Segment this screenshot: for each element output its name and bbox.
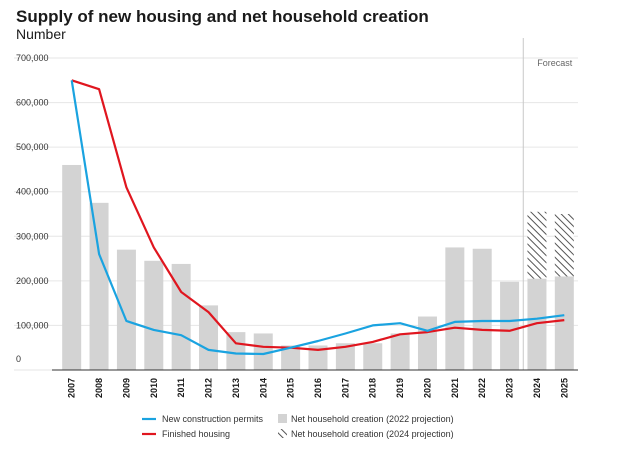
x-tick-label: 2014 — [258, 378, 268, 398]
finished-housing-line — [71, 79, 565, 351]
bar-2022-projection — [199, 305, 219, 370]
x-tick-label: 2011 — [176, 378, 186, 398]
legend-label: New construction permits — [162, 414, 264, 424]
bar-2024-projection — [527, 211, 547, 279]
bar-2022-projection — [116, 249, 136, 370]
x-tick-label: 2021 — [450, 378, 460, 398]
bar-2022-projection — [171, 263, 191, 370]
bars-layer — [62, 164, 574, 370]
bar-2022-projection — [417, 316, 437, 370]
bar-2022-projection — [281, 345, 301, 370]
y-tick-label: 300,000 — [16, 231, 49, 241]
legend-label: Net household creation (2022 projection) — [291, 414, 454, 424]
y-tick-label: 500,000 — [16, 142, 49, 152]
y-tick-label: 200,000 — [16, 276, 49, 286]
y-tick-label: 400,000 — [16, 187, 49, 197]
x-tick-label: 2025 — [559, 378, 569, 398]
lines-layer — [70, 79, 565, 356]
x-tick-label: 2009 — [121, 378, 131, 398]
x-tick-label: 2019 — [395, 378, 405, 398]
y-tick-label: 0 — [16, 354, 21, 364]
x-tick-label: 2008 — [94, 378, 104, 398]
x-tick-label: 2007 — [67, 378, 77, 398]
bar-2022-projection — [390, 333, 410, 370]
forecast-label: Forecast — [537, 58, 573, 68]
forecast-region: Forecast — [522, 38, 573, 370]
x-tick-label: 2024 — [532, 378, 542, 398]
x-tick-label: 2022 — [477, 378, 487, 398]
x-tick-label: 2013 — [231, 378, 241, 398]
bar-2022-projection — [89, 202, 109, 370]
bar-2022-projection — [226, 332, 246, 370]
y-tick-label: 600,000 — [16, 98, 49, 108]
bar-2022-projection — [308, 345, 328, 370]
legend-swatch-bar — [278, 414, 287, 423]
bar-2022-projection — [144, 260, 164, 370]
bar-2022-projection — [472, 248, 492, 370]
construction-permits-line — [70, 80, 565, 356]
x-tick-label: 2015 — [286, 378, 296, 398]
x-axis: 2007 2008 2009 2010 2011 2012 2013 2014 2015 2016… — [52, 369, 578, 398]
bar-2022-projection — [500, 281, 520, 370]
y-tick-label: 100,000 — [16, 320, 49, 330]
chart-title: Supply of new housing and net household … — [16, 7, 429, 26]
x-tick-label: 2020 — [422, 378, 432, 398]
bar-2022-projection — [62, 164, 82, 370]
bar-2024-projection — [554, 214, 574, 277]
legend: New construction permits Net household cr… — [142, 414, 454, 439]
bar-2022-projection — [335, 343, 355, 370]
bar-2022-projection — [253, 333, 273, 370]
x-tick-label: 2017 — [340, 378, 350, 398]
chart-subtitle: Number — [16, 26, 66, 42]
bar-2022-projection — [554, 276, 574, 370]
legend-swatch-hatched — [278, 429, 287, 438]
x-tick-label: 2012 — [204, 378, 214, 398]
legend-label: Net household creation (2024 projection) — [291, 429, 454, 439]
x-tick-label: 2016 — [313, 378, 323, 398]
bar-2022-projection — [445, 247, 465, 370]
y-axis: 0 100,000 200,000 300,000 400,000 500,000 600,… — [16, 53, 49, 364]
x-tick-label: 2018 — [368, 378, 378, 398]
x-tick-label: 2010 — [149, 378, 159, 398]
legend-label: Finished housing — [162, 429, 230, 439]
bar-2022-projection — [363, 343, 383, 370]
x-tick-label: 2023 — [505, 378, 515, 398]
y-tick-label: 700,000 — [16, 53, 49, 63]
